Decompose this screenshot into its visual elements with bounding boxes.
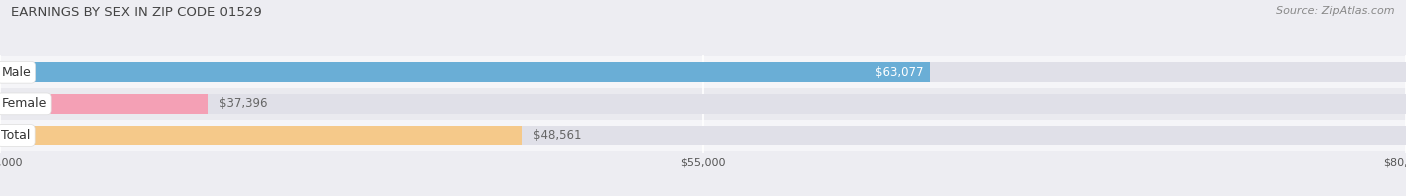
Bar	[0, 126, 1406, 145]
Text: Source: ZipAtlas.com: Source: ZipAtlas.com	[1277, 6, 1395, 16]
Bar	[0, 94, 1406, 114]
Text: EARNINGS BY SEX IN ZIP CODE 01529: EARNINGS BY SEX IN ZIP CODE 01529	[11, 6, 262, 19]
Bar	[0, 63, 931, 82]
Text: Female: Female	[1, 97, 46, 110]
Bar	[0, 88, 1406, 120]
Bar	[0, 94, 208, 114]
Bar	[0, 56, 1406, 88]
Bar	[0, 120, 1406, 151]
Text: $37,396: $37,396	[219, 97, 267, 110]
Bar	[0, 63, 1406, 82]
Text: Total: Total	[1, 129, 31, 142]
Text: $63,077: $63,077	[875, 66, 924, 79]
Bar	[0, 126, 522, 145]
Text: Male: Male	[1, 66, 31, 79]
Text: $48,561: $48,561	[533, 129, 582, 142]
